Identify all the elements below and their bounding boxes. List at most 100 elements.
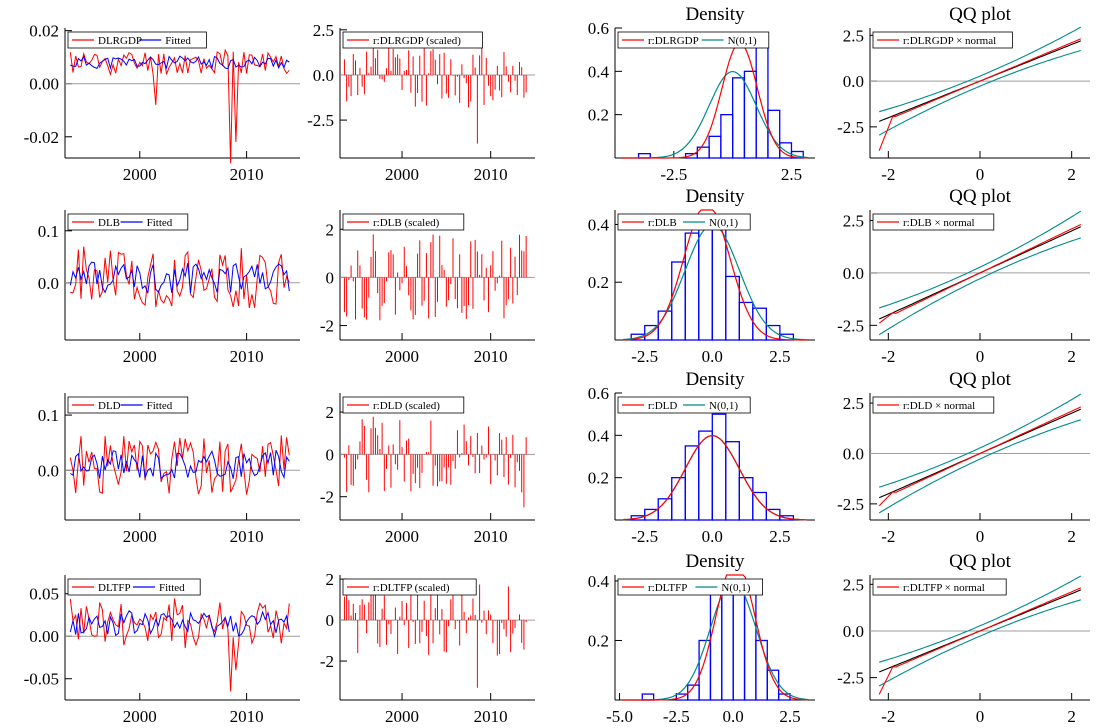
panel-qq-3: 2.5 0.0 -2.5 -2 0 2 QQ plot r:DLTFP × normal [837,551,1090,726]
panel-qq-1: 2.5 0.0 -2.5 -2 0 2 QQ plot r:DLB × normal [837,186,1090,366]
series-fitted-line [69,261,290,294]
y-tick-label: 0.02 [29,22,59,41]
histogram-bar [752,491,768,521]
qq-band-lower [878,237,1081,336]
panel-title: Density [685,186,745,207]
histogram-bar [671,477,686,521]
x-tick-label: 2.5 [781,165,802,184]
x-tick-label: 2 [1067,707,1076,726]
x-tick-label: 0 [976,347,985,366]
x-tick-label: 2010 [230,707,264,726]
y-tick-label: 0.00 [29,627,59,646]
y-tick-label: 0.05 [29,585,59,604]
x-tick-label: 0.0 [702,347,723,366]
y-tick-label: 2 [326,403,335,422]
x-tick-label: -5.0 [606,707,633,726]
histogram-bar [732,580,746,701]
y-tick-label: 2 [326,570,335,589]
qq-empirical-line [878,38,1082,151]
legend-box [67,31,207,49]
y-tick-label: -2 [320,652,334,671]
y-tick-label: -0.02 [24,128,59,147]
legend-label: N(0,1) [721,582,750,594]
panel-resid-1: 2 0 -2 2000 2010 r:DLB (scaled) [320,210,535,366]
y-tick-label: 0 [326,268,335,287]
histogram-bar [725,275,740,341]
y-tick-label: -2 [320,488,334,507]
panel-resid-2: 2 0 -2 2000 2010 r:DLD (scaled) [320,393,535,546]
legend: DLB Fitted [67,213,189,231]
x-tick-label: 2 [1067,527,1076,546]
legend-box [872,396,995,414]
qq-band-upper [879,210,1082,309]
y-tick-label: 2.5 [843,394,864,413]
y-tick-label: 0 [326,445,335,464]
y-tick-label: 0.00 [29,75,59,94]
legend: r:DLRGDP N(0,1) [617,31,770,49]
normal-density-line [621,580,809,701]
panel-fit-3: 0.05 0.00 -0.05 2000 2010 DLTFP Fitted [24,575,300,726]
y-tick-label: 0.4 [588,215,610,234]
legend-label: r:DLB × normal [903,217,975,229]
y-tick-label: -2.5 [837,118,864,137]
x-tick-label: 2.5 [769,347,790,366]
x-tick-label: -2.5 [663,707,690,726]
legend: DLRGDP Fitted [67,31,207,49]
x-tick-label: 2 [1067,347,1076,366]
panel-title: Density [685,369,745,390]
legend-label: r:DLRGDP × normal [903,35,996,47]
qq-band-lower [878,419,1081,514]
kernel-density-line [623,209,807,341]
x-tick-label: -2 [881,347,895,366]
series-actual-line [69,598,290,692]
y-tick-label: 0.2 [588,469,609,488]
histogram-bar [708,135,722,159]
legend-label: r:DLD × normal [903,400,975,412]
x-tick-label: 2.5 [769,527,790,546]
panel-density-1: 0.4 0.2 -2.5 0.0 2.5 Density r:DLB N(0,1) [588,186,815,366]
panel-title: QQ plot [949,186,1011,207]
histogram-bar [698,639,712,701]
legend-label: N(0,1) [728,35,757,47]
legend: r:DLD N(0,1) [617,396,751,414]
y-tick-label: 2.5 [313,21,334,40]
legend: r:DLTFP N(0,1) [617,578,764,596]
x-tick-label: 2000 [123,347,157,366]
y-tick-label: 0.0 [38,274,59,293]
legend: r:DLRGDP (scaled) [342,31,483,49]
legend-label: DLRGDP [98,35,142,47]
kernel-density-line [623,434,807,521]
panel-fit-2: 0.1 0.0 2000 2010 DLD Fitted [38,393,300,546]
legend-box [617,578,764,596]
histogram-bar [779,515,795,521]
x-tick-label: 2 [1067,165,1076,184]
panel-fit-1: 0.1 0.0 2000 2010 DLB Fitted [38,210,300,366]
legend-box [342,578,477,596]
legend-label: r:DLD (scaled) [373,400,440,412]
legend-label: Fitted [147,400,173,412]
x-tick-label: -2 [881,707,895,726]
y-tick-label: -2.5 [837,316,864,335]
x-tick-label: -2.5 [631,527,658,546]
y-tick-label: -0.05 [24,670,59,689]
y-tick-label: -2.5 [307,111,334,130]
series-actual-line [69,48,290,164]
x-tick-label: 2000 [123,165,157,184]
x-tick-label: 2010 [474,165,508,184]
histogram-bar [721,580,734,701]
normal-density-line [623,224,807,341]
histogram-bar [725,441,740,521]
histogram-bar [779,142,793,159]
legend-label: r:DLB [648,217,677,229]
qq-band-upper [879,575,1082,663]
panel-title: QQ plot [949,369,1011,390]
legend-label: r:DLRGDP (scaled) [373,35,461,47]
panel-qq-0: 2.5 0.0 -2.5 -2 0 2 QQ plot r:DLRGDP × normal [837,4,1090,184]
histogram-bar [755,639,768,701]
qq-empirical-line [878,406,1082,507]
panel-resid-0: 2.5 0.0 -2.5 2000 2010 r:DLRGDP (scaled) [307,21,535,184]
y-tick-label: 0.4 [588,572,610,591]
y-tick-label: 0.6 [588,384,609,403]
histogram-bar [684,232,700,341]
legend-label: r:DLTFP × normal [903,582,985,594]
